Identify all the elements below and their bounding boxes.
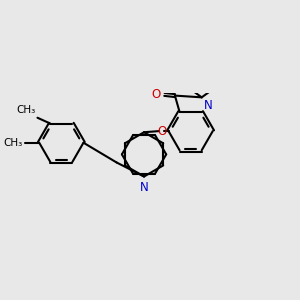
Text: CH₃: CH₃ — [4, 138, 23, 148]
Text: N: N — [204, 98, 213, 112]
Text: CH₃: CH₃ — [16, 105, 36, 116]
Text: N: N — [140, 181, 148, 194]
Text: O: O — [157, 124, 166, 138]
Text: O: O — [152, 88, 161, 101]
